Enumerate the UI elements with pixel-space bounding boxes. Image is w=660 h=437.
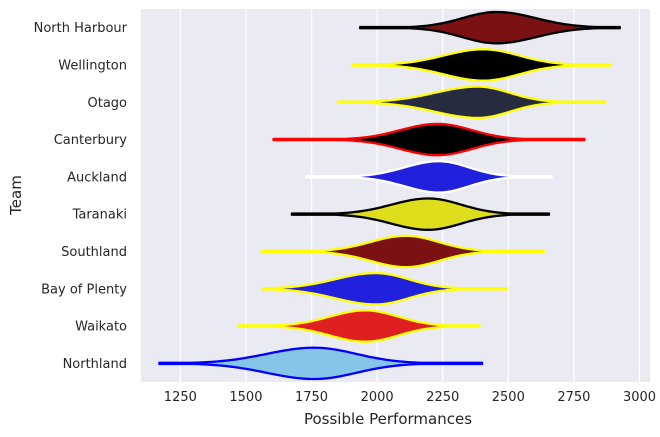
x-tick-label: 1750 (295, 390, 328, 405)
violin-canterbury (272, 122, 586, 157)
x-axis-label: Possible Performances (304, 410, 472, 428)
violin-otago (336, 85, 607, 120)
y-tick-label: Wellington (58, 58, 127, 73)
x-tick-labels: 1250 1500 1750 2000 2250 2500 2750 3000 (164, 390, 656, 405)
grid-lines (179, 9, 641, 382)
violin-waikato (236, 309, 481, 343)
y-tick-label: Otago (87, 96, 127, 111)
violin-body (236, 309, 481, 343)
violin-body (305, 160, 553, 194)
violin-body (351, 48, 612, 82)
violin-wellington (351, 48, 612, 82)
x-tick-label: 1500 (229, 390, 262, 405)
violin-southland (260, 234, 545, 269)
y-tick-labels: North Harbour Wellington Otago Canterbury Au… (34, 21, 128, 372)
violins (158, 10, 621, 381)
violin-body (158, 346, 484, 381)
x-tick-label: 2000 (361, 390, 394, 405)
y-tick-label: Bay of Plenty (41, 282, 127, 297)
violin-north-harbour (358, 10, 621, 45)
violin-body (260, 234, 545, 269)
violin-body (336, 85, 607, 120)
violin-body (290, 197, 551, 231)
violin-auckland (305, 160, 553, 194)
x-tick-label: 2750 (557, 390, 590, 405)
y-tick-label: Auckland (67, 170, 127, 185)
y-tick-label: Northland (63, 357, 127, 372)
violin-bay-of-plenty (261, 271, 509, 306)
y-tick-label: Southland (61, 245, 127, 260)
y-axis-label: Team (7, 175, 25, 216)
violin-body (272, 122, 586, 157)
violin-northland (158, 346, 484, 381)
violin-body (261, 271, 509, 306)
y-tick-label: Taranaki (72, 208, 127, 223)
y-tick-label: Canterbury (54, 133, 128, 148)
x-tick-label: 3000 (623, 390, 656, 405)
x-tick-label: 2250 (426, 390, 459, 405)
y-tick-label: Waikato (75, 320, 127, 335)
violin-taranaki (290, 197, 551, 231)
x-tick-label: 2500 (492, 390, 525, 405)
x-tick-label: 1250 (164, 390, 197, 405)
y-tick-label: North Harbour (34, 21, 128, 36)
violin-body (358, 10, 621, 45)
